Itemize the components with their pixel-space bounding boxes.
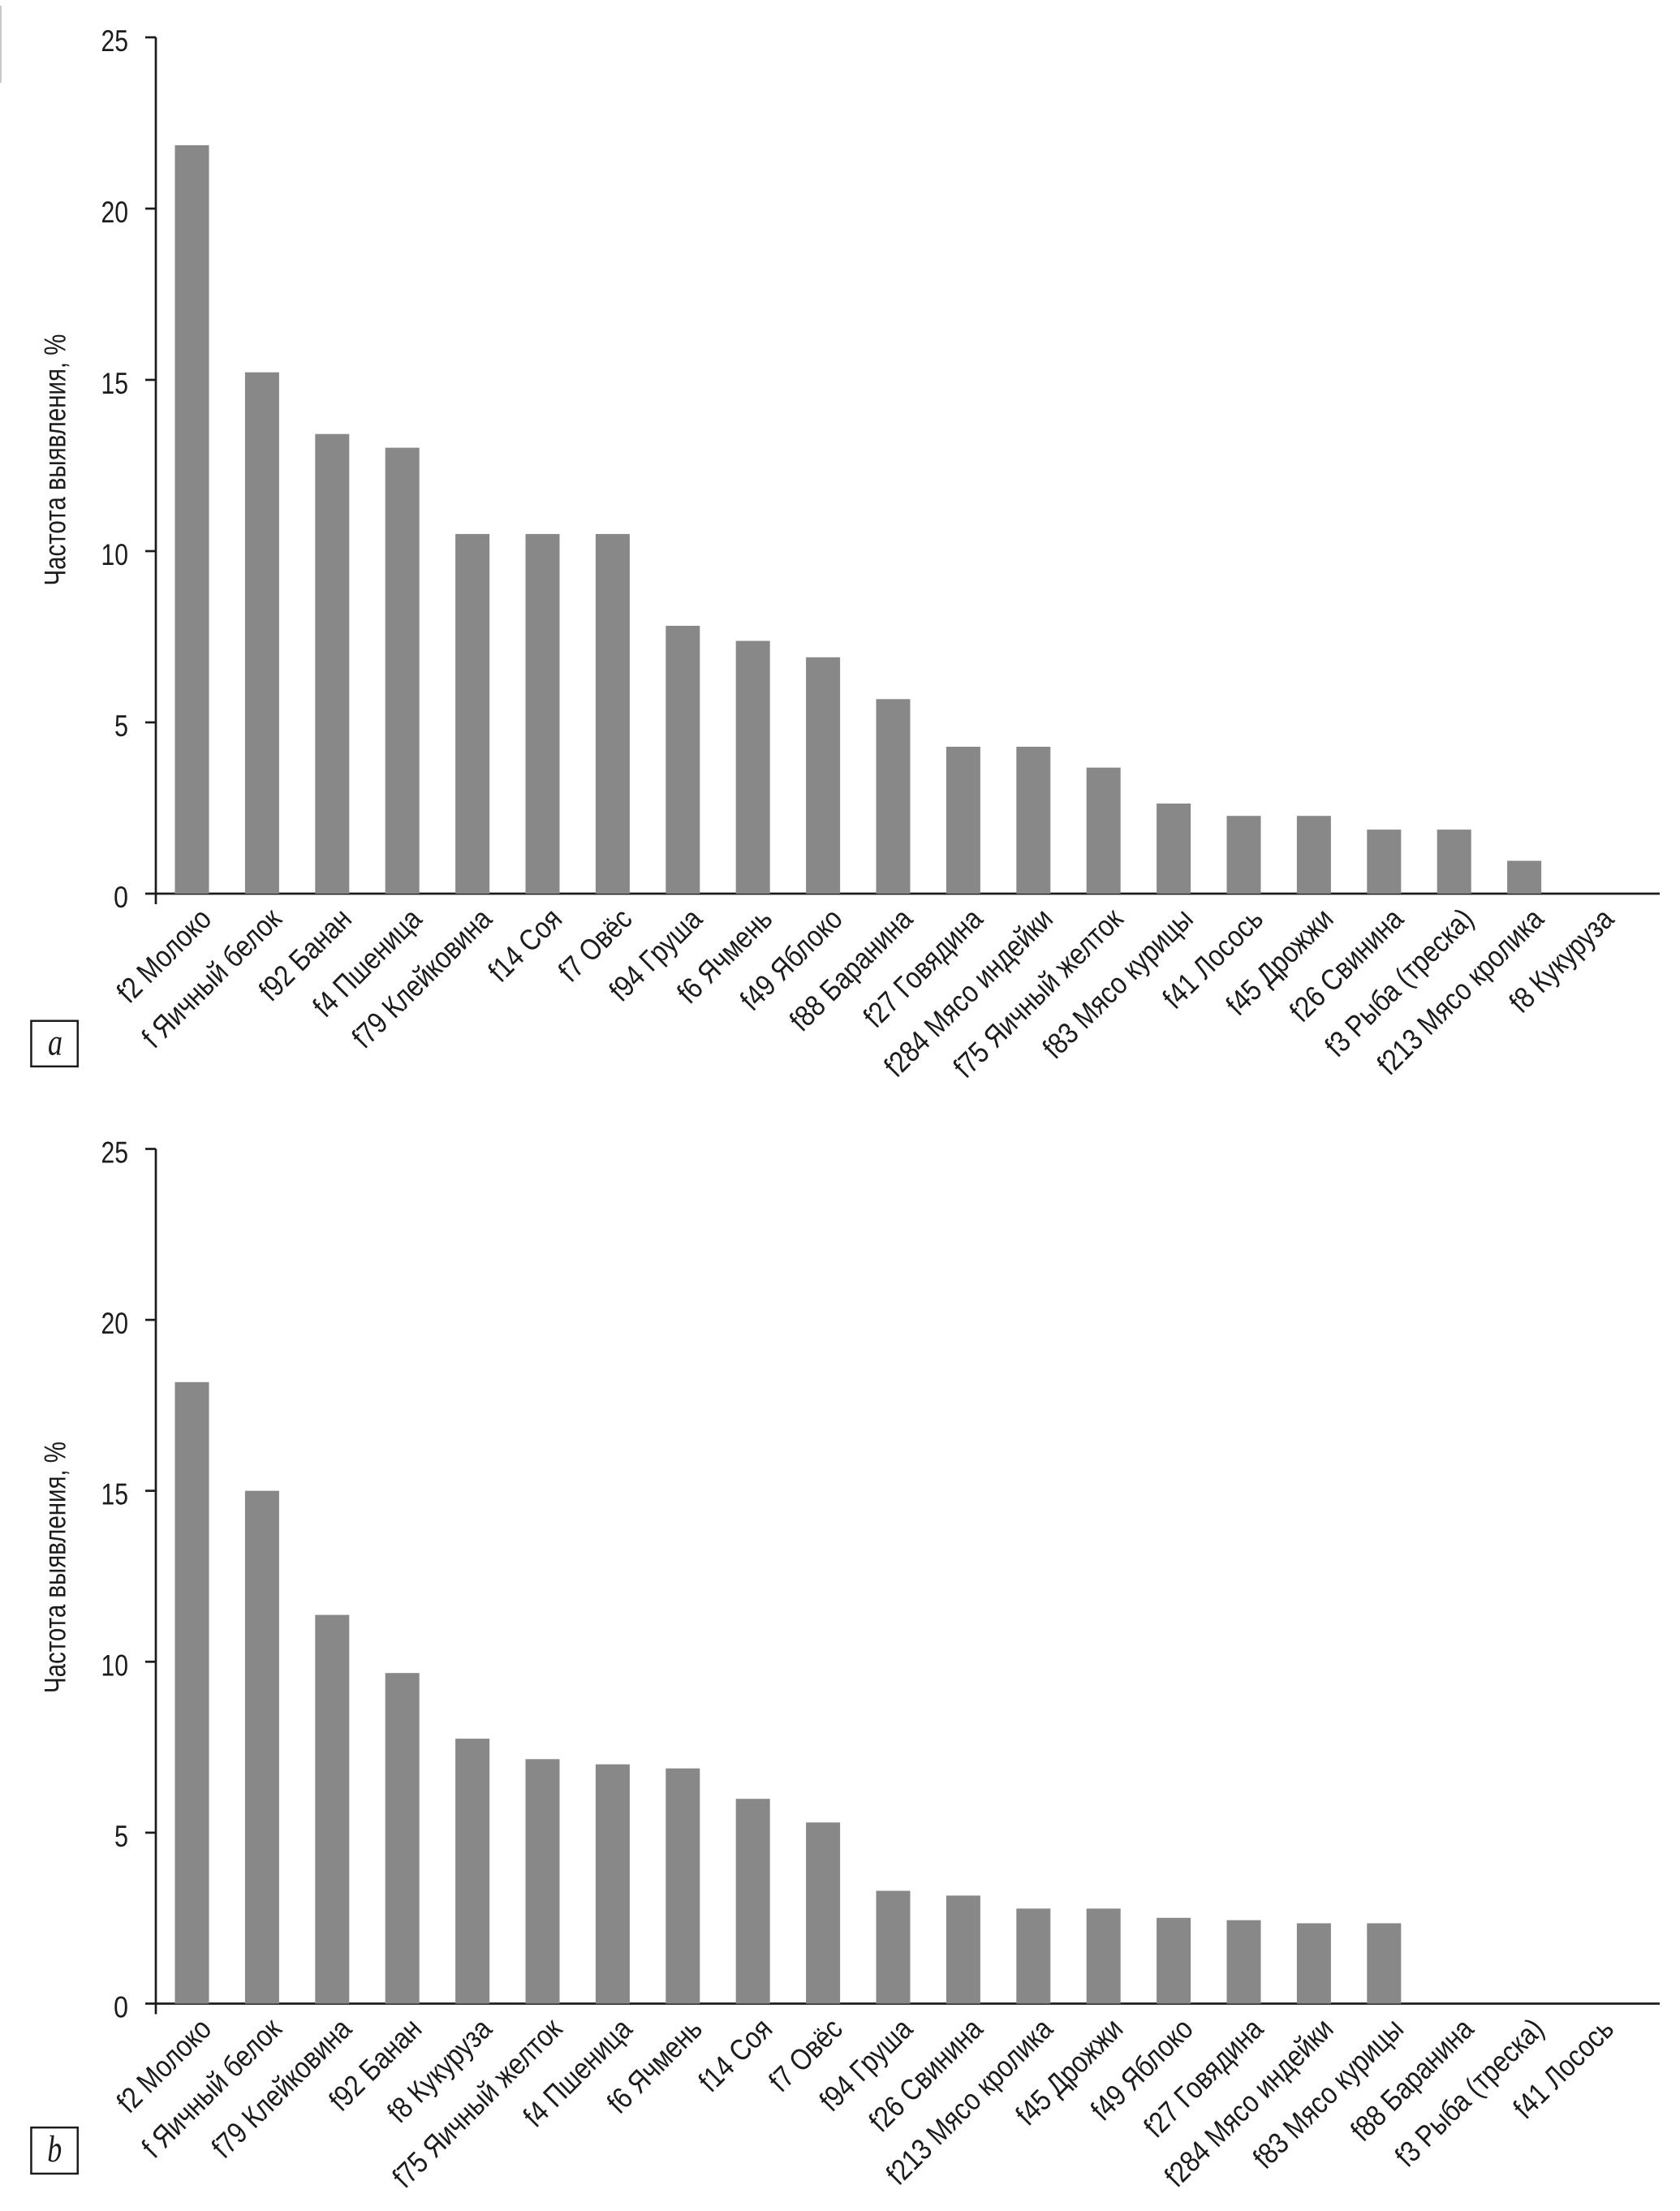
svg-text:15: 15 (101, 367, 129, 400)
svg-text:20: 20 (101, 1307, 129, 1340)
svg-text:15: 15 (101, 1478, 129, 1511)
svg-text:a: a (48, 1022, 62, 1064)
svg-text:b: b (47, 2128, 62, 2170)
svg-text:0: 0 (114, 1991, 128, 2024)
svg-text:25: 25 (101, 1136, 129, 1170)
svg-text:Частота выявления, %: Частота выявления, % (39, 334, 72, 586)
svg-text:5: 5 (114, 709, 128, 743)
svg-text:10: 10 (101, 538, 129, 571)
svg-text:20: 20 (101, 196, 129, 229)
svg-text:5: 5 (114, 1820, 128, 1853)
svg-text:10: 10 (101, 1649, 129, 1682)
svg-text:25: 25 (101, 24, 129, 58)
svg-text:Частота выявления, %: Частота выявления, % (39, 1442, 72, 1693)
svg-text:0: 0 (114, 881, 128, 914)
